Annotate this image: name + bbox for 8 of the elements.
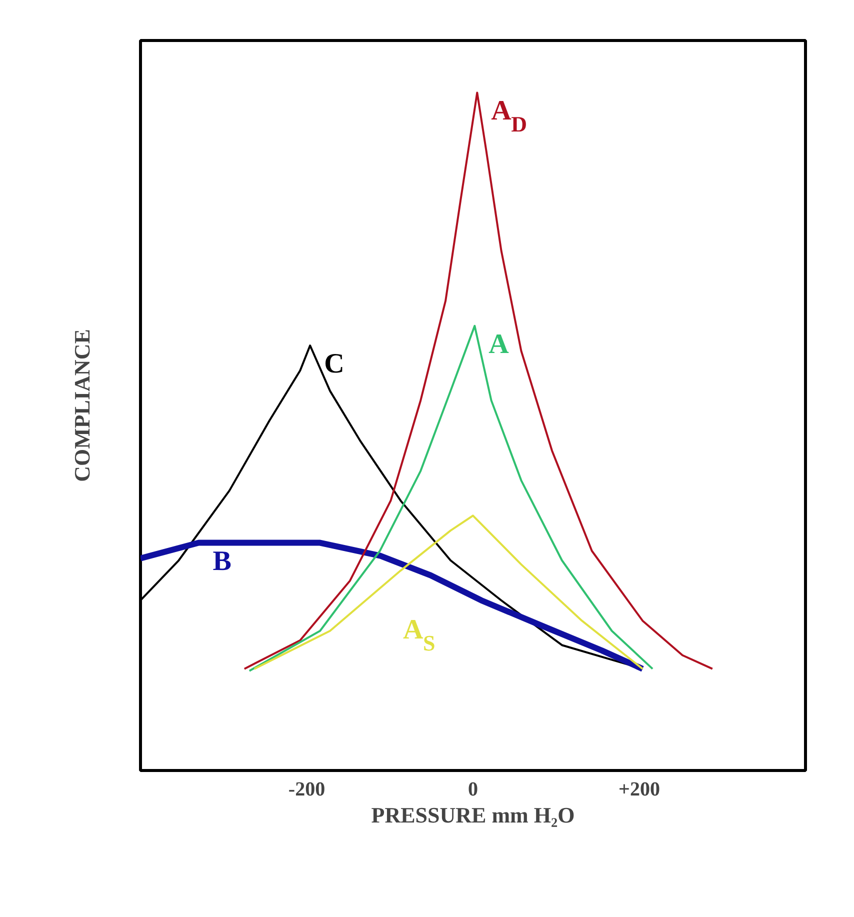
- x-tick-label: +200: [618, 778, 660, 800]
- x-tick-label: -200: [288, 778, 326, 800]
- y-axis-title: COMPLIANCE: [70, 329, 94, 482]
- series-label: C: [324, 348, 344, 380]
- x-axis-title: PRESSURE mm H₂O: [371, 802, 575, 828]
- series-label: A: [488, 328, 510, 360]
- series-label: B: [212, 546, 232, 577]
- x-tick-label: 0: [468, 778, 478, 800]
